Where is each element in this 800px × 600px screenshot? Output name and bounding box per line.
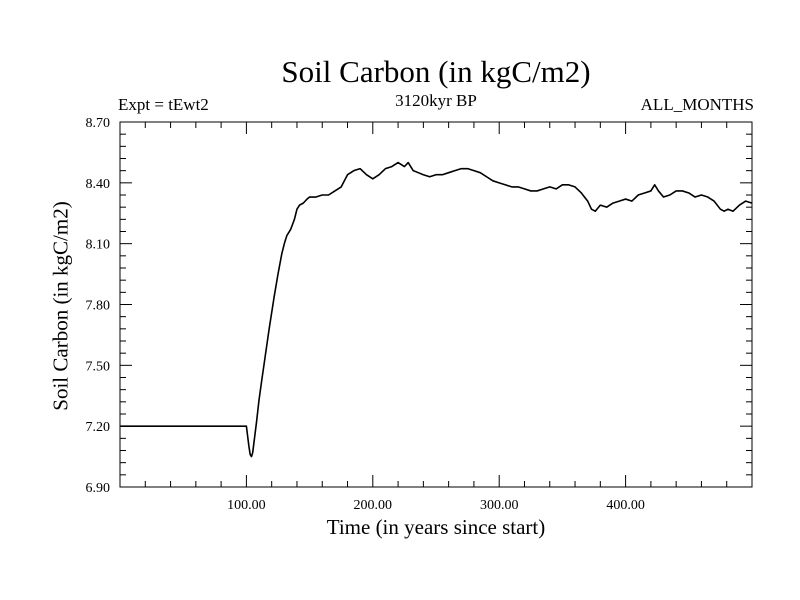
series-layer	[120, 161, 753, 458]
tick-labels-layer: 100.00 200.00 300.00 400.00 6.90 7.20 7.50 7.80…	[86, 116, 645, 513]
y-tick-label: 8.40	[86, 177, 111, 192]
y-tick-label: 7.50	[86, 359, 111, 374]
y-tick-label: 7.80	[86, 299, 111, 314]
ticks-layer	[120, 122, 752, 487]
y-tick-label: 7.20	[86, 420, 111, 435]
x-tick-label: 300.00	[480, 498, 519, 513]
x-tick-label: 100.00	[227, 498, 266, 513]
x-tick-label: 400.00	[606, 498, 645, 513]
chart-title: Soil Carbon (in kgC/m2)	[281, 54, 591, 89]
y-tick-label: 6.90	[86, 481, 111, 496]
plot-frame	[119, 121, 753, 488]
chart-subtitle: 3120kyr BP	[395, 91, 477, 110]
months-label: ALL_MONTHS	[640, 95, 754, 114]
x-axis-label: Time (in years since start)	[326, 515, 546, 539]
x-tick-label: 200.00	[354, 498, 393, 513]
series-line	[120, 161, 753, 458]
y-tick-label: 8.70	[86, 116, 111, 131]
y-tick-label: 8.10	[86, 238, 111, 253]
experiment-label: Expt = tEwt2	[118, 95, 209, 114]
